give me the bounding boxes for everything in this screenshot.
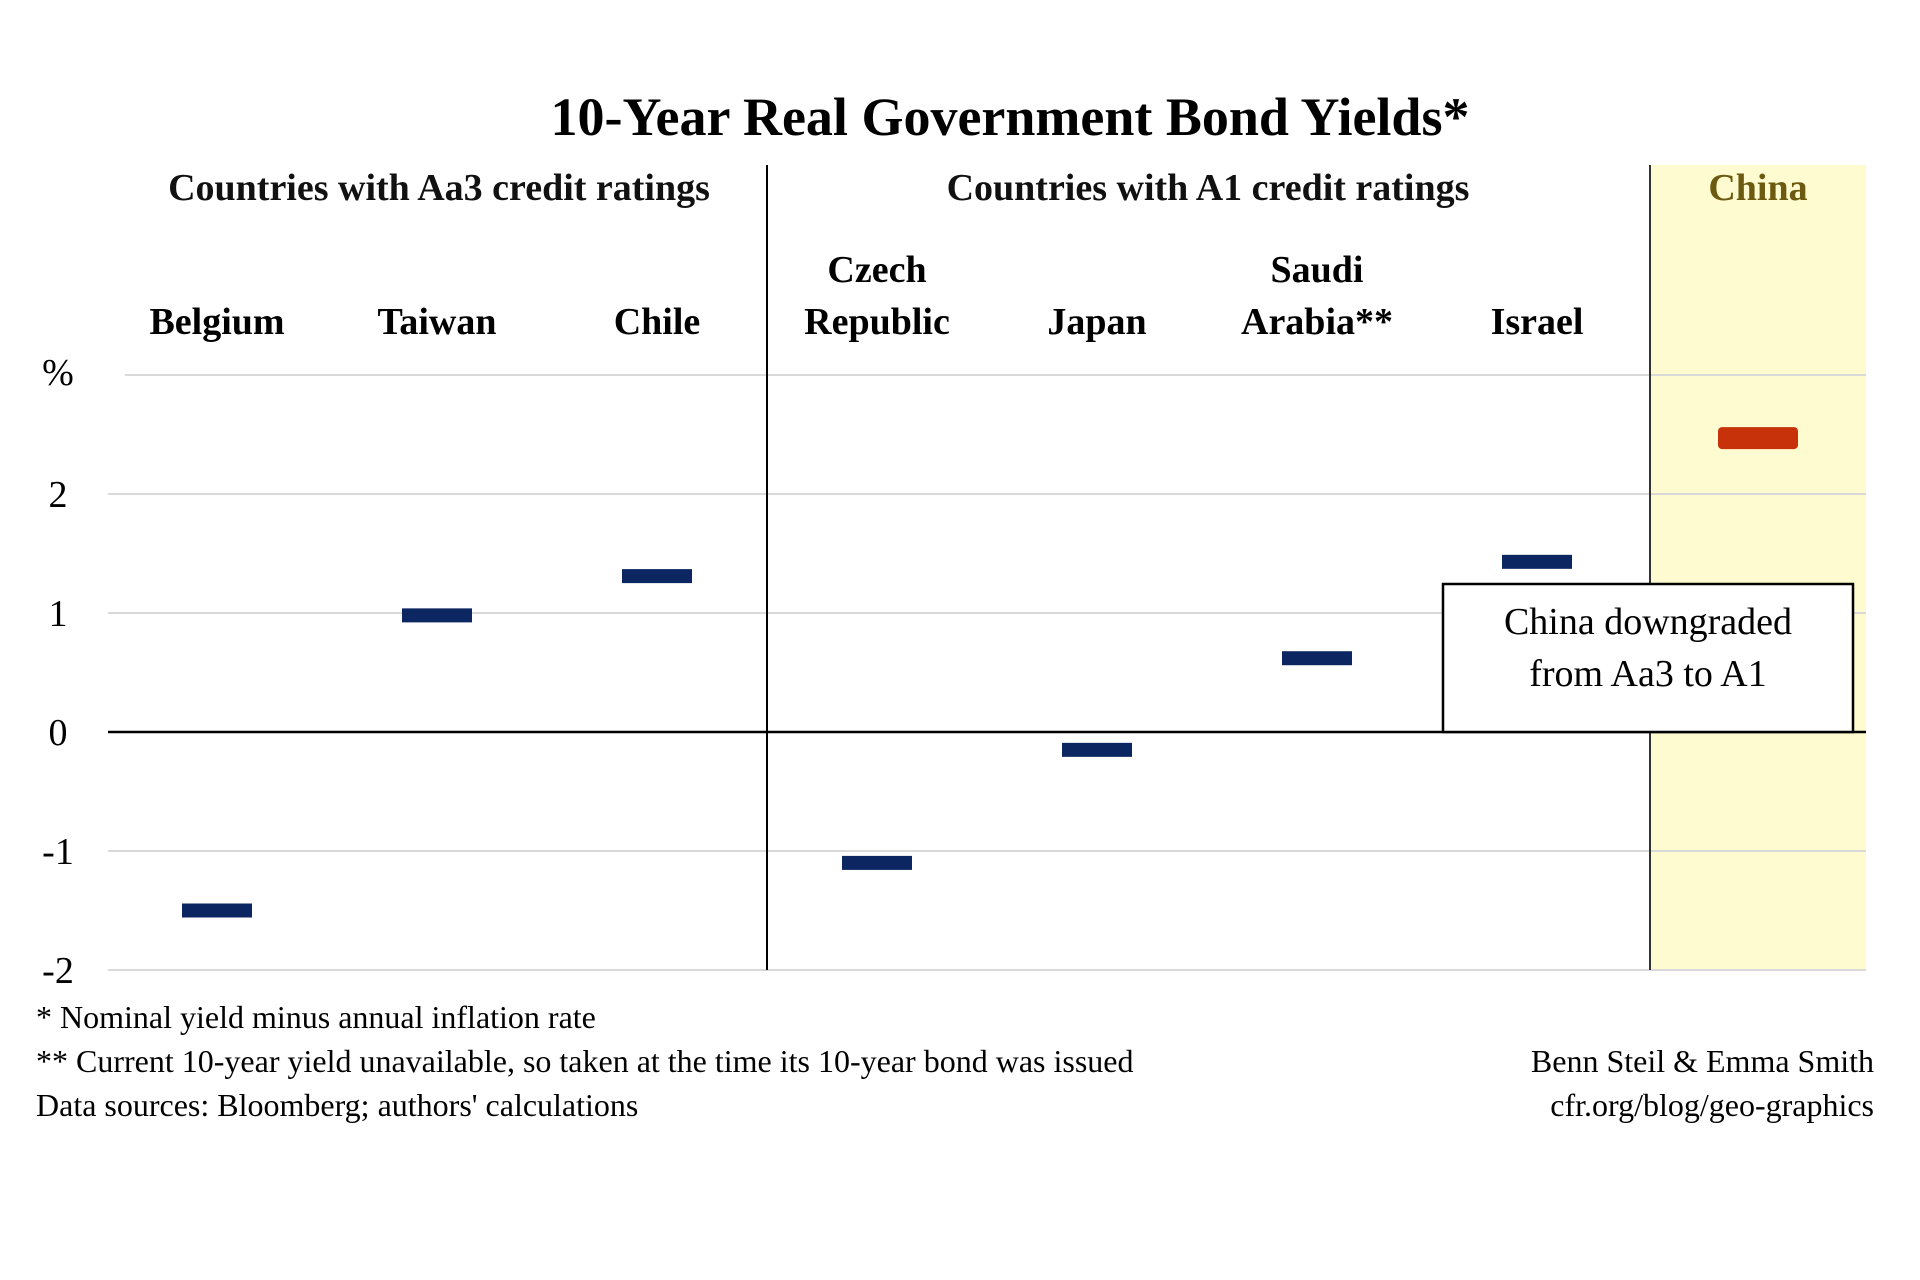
credits: Benn Steil & Emma Smith cfr.org/blog/geo… xyxy=(1531,1043,1874,1123)
data-markers xyxy=(182,427,1798,918)
group-label: Countries with A1 credit ratings xyxy=(947,167,1470,209)
y-tick-label: 2 xyxy=(49,474,68,516)
footnote-1: * Nominal yield minus annual inflation r… xyxy=(36,999,596,1035)
credit-authors: Benn Steil & Emma Smith xyxy=(1531,1043,1874,1079)
category-label: Arabia** xyxy=(1241,301,1393,343)
yield-marker xyxy=(402,608,472,623)
credit-url: cfr.org/blog/geo-graphics xyxy=(1550,1087,1874,1123)
group-label: China xyxy=(1708,167,1807,209)
china-yield-marker xyxy=(1718,427,1798,450)
annotation-text: China downgraded xyxy=(1504,601,1792,643)
group-label: Countries with Aa3 credit ratings xyxy=(168,167,710,209)
annotation-box xyxy=(1441,582,1855,734)
category-label: Taiwan xyxy=(378,301,497,343)
yield-marker xyxy=(1062,742,1132,757)
downgrade-annotation: China downgraded from Aa3 to A1 xyxy=(1441,582,1855,734)
category-label: Belgium xyxy=(149,301,284,343)
yield-marker xyxy=(182,903,252,918)
yield-marker xyxy=(842,855,912,870)
y-tick-label: -1 xyxy=(42,831,74,873)
category-label: Japan xyxy=(1047,301,1146,343)
category-label: Israel xyxy=(1491,301,1584,343)
y-tick-label: 1 xyxy=(49,593,68,635)
footnotes: * Nominal yield minus annual inflation r… xyxy=(36,999,1133,1123)
category-labels: Belgium Taiwan Chile Czech Republic Japan Saud… xyxy=(149,249,1583,343)
y-tick-label: -2 xyxy=(42,950,74,992)
group-dividers xyxy=(766,165,1651,970)
y-axis-unit-label: % xyxy=(42,352,74,394)
data-sources: Data sources: Bloomberg; authors' calcul… xyxy=(36,1087,638,1123)
category-label: Czech xyxy=(827,249,926,291)
footnote-2: ** Current 10-year yield unavailable, so… xyxy=(36,1043,1133,1079)
category-label: Republic xyxy=(804,301,950,343)
category-label: Chile xyxy=(614,301,701,343)
chart-title: 10-Year Real Government Bond Yields* xyxy=(551,87,1470,147)
category-label: Saudi xyxy=(1271,249,1364,291)
yield-marker xyxy=(1502,554,1572,569)
yield-marker xyxy=(1282,651,1352,666)
y-tick-label: 0 xyxy=(49,712,68,754)
group-labels: Countries with Aa3 credit ratings Countri… xyxy=(168,167,1808,209)
annotation-text: from Aa3 to A1 xyxy=(1529,653,1766,695)
yield-marker xyxy=(622,569,692,584)
china-highlight-band xyxy=(1650,165,1866,970)
